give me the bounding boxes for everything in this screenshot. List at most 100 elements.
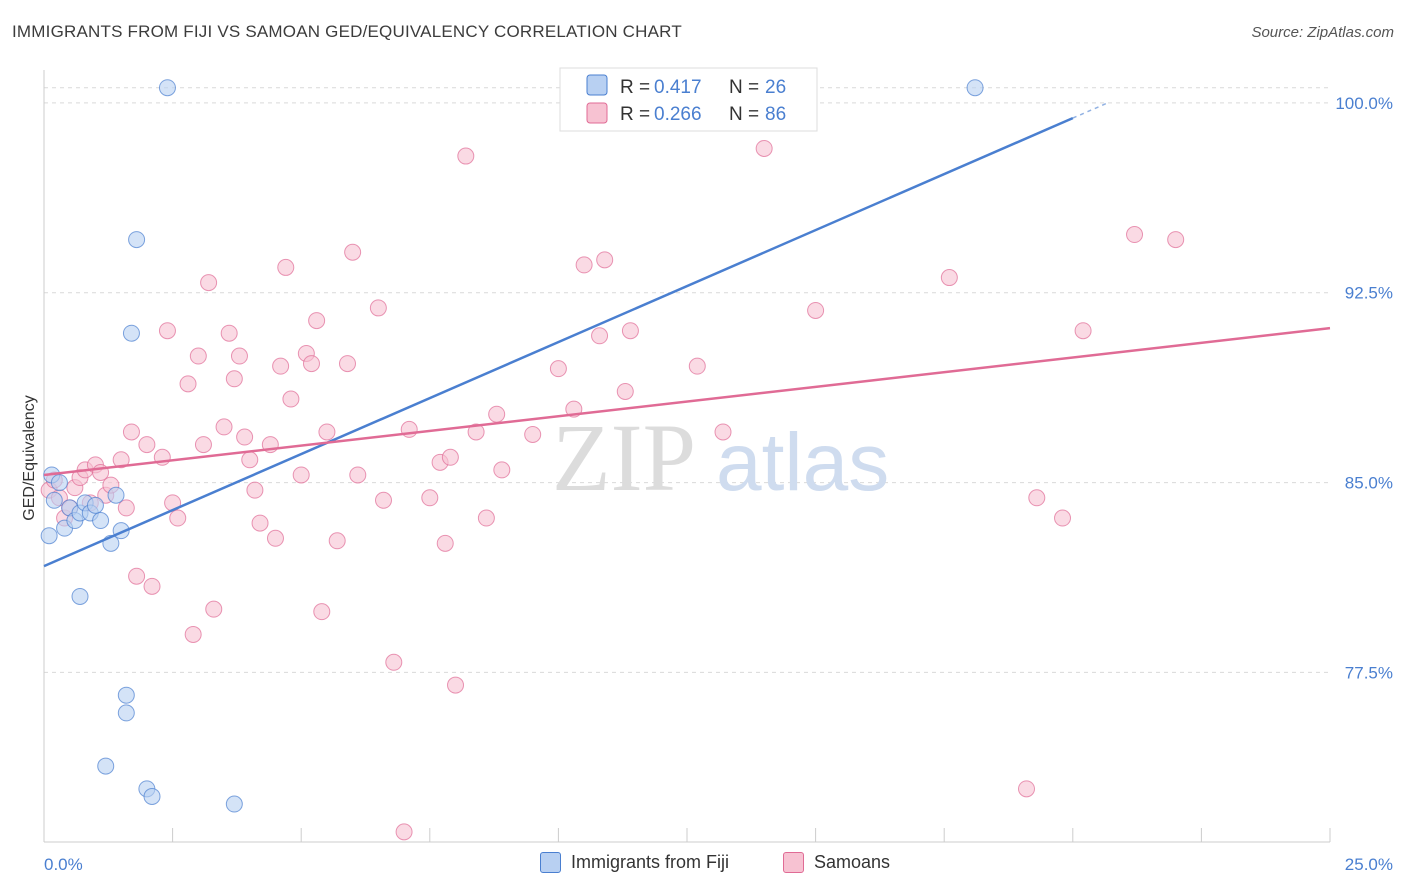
fiji-point-17 bbox=[117, 686, 135, 704]
samoan-point-51 bbox=[349, 466, 367, 484]
fiji-r-label: R = bbox=[620, 77, 650, 98]
samoan-point-17 bbox=[138, 436, 156, 454]
fiji-n-label: N = bbox=[729, 77, 759, 98]
samoan-point-46 bbox=[313, 603, 331, 621]
samoan-point-30 bbox=[220, 324, 238, 342]
fiji-point-24 bbox=[966, 79, 984, 97]
fiji-point-22 bbox=[225, 795, 243, 813]
stats-legend: R = 0.417 N = 26 R = 0.266 N = 86 bbox=[559, 67, 818, 132]
samoan-point-31 bbox=[225, 370, 243, 388]
fiji-point-25 bbox=[86, 496, 104, 514]
samoan-point-59 bbox=[436, 534, 454, 552]
samoan-point-49 bbox=[338, 355, 356, 373]
fiji-r-value: 0.417 bbox=[654, 77, 702, 98]
samoan-point-13 bbox=[112, 451, 130, 469]
legend-swatch-samoans bbox=[783, 852, 804, 873]
samoan-point-45 bbox=[308, 312, 326, 330]
samoan-point-41 bbox=[282, 390, 300, 408]
fiji-point-21 bbox=[143, 787, 161, 805]
fiji-point-18 bbox=[117, 704, 135, 722]
samoan-point-63 bbox=[467, 423, 485, 441]
samoan-point-54 bbox=[385, 653, 403, 671]
samoan-point-18 bbox=[143, 577, 161, 595]
fiji-point-0 bbox=[40, 527, 58, 545]
samoan-point-16 bbox=[128, 567, 146, 585]
trend-lines bbox=[43, 101, 1331, 568]
samoan-point-42 bbox=[292, 466, 310, 484]
chart-title: IMMIGRANTS FROM FIJI VS SAMOAN GED/EQUIV… bbox=[12, 22, 682, 41]
y-tick-label-2: 92.5% bbox=[1345, 284, 1393, 303]
samoan-point-70 bbox=[575, 256, 593, 274]
legend-label-samoans: Samoans bbox=[814, 852, 891, 872]
samoan-point-24 bbox=[184, 625, 202, 643]
samoan-point-61 bbox=[447, 676, 465, 694]
samoan-point-84 bbox=[1126, 226, 1144, 244]
samoan-point-28 bbox=[205, 600, 223, 618]
fiji-trend-extension bbox=[1072, 101, 1110, 119]
x-tick-label-1: 25.0% bbox=[1345, 855, 1393, 874]
fiji-swatch bbox=[586, 74, 608, 96]
samoan-r-label: R = bbox=[620, 104, 650, 125]
samoan-point-33 bbox=[236, 428, 254, 446]
samoan-point-44 bbox=[302, 355, 320, 373]
fiji-point-16 bbox=[122, 324, 140, 342]
samoan-point-25 bbox=[189, 347, 207, 365]
y-axis-title: GED/Equivalency bbox=[21, 395, 38, 520]
samoan-point-80 bbox=[1018, 780, 1036, 798]
samoan-point-74 bbox=[621, 322, 639, 340]
samoan-point-62 bbox=[457, 147, 475, 165]
legend-swatch-fiji bbox=[540, 852, 561, 873]
axes bbox=[43, 70, 1331, 843]
fiji-point-11 bbox=[107, 486, 125, 504]
samoan-point-32 bbox=[230, 347, 248, 365]
fiji-point-3 bbox=[50, 474, 68, 492]
y-tick-label-1: 85.0% bbox=[1345, 474, 1393, 493]
samoan-point-36 bbox=[251, 514, 269, 532]
samoan-point-73 bbox=[616, 382, 634, 400]
samoan-point-66 bbox=[488, 405, 506, 423]
legend-item-fiji[interactable]: Immigrants from Fiji bbox=[540, 852, 729, 873]
samoan-point-78 bbox=[807, 301, 825, 319]
samoan-point-72 bbox=[596, 251, 614, 269]
samoan-n-label: N = bbox=[729, 104, 759, 125]
samoan-point-52 bbox=[369, 299, 387, 317]
source-credit: Source: ZipAtlas.com bbox=[1251, 24, 1394, 41]
samoan-point-20 bbox=[158, 322, 176, 340]
fiji-point-10 bbox=[92, 512, 110, 530]
fiji-trend-line bbox=[43, 116, 1074, 568]
samoan-point-40 bbox=[277, 258, 295, 276]
samoan-point-14 bbox=[117, 499, 135, 517]
samoan-point-82 bbox=[1054, 509, 1072, 527]
samoan-point-67 bbox=[524, 425, 542, 443]
samoan-point-22 bbox=[169, 509, 187, 527]
samoan-point-83 bbox=[1074, 322, 1092, 340]
samoan-trend-line bbox=[43, 326, 1331, 477]
samoan-point-50 bbox=[344, 243, 362, 261]
samoan-point-60 bbox=[441, 448, 459, 466]
tick-labels: 0.0% 25.0% 77.5% 85.0% 92.5% 100.0% bbox=[44, 94, 1393, 874]
samoan-r-value: 0.266 bbox=[654, 104, 702, 125]
samoan-point-48 bbox=[328, 532, 346, 550]
samoan-point-64 bbox=[477, 509, 495, 527]
samoan-point-77 bbox=[755, 139, 773, 157]
samoan-point-85 bbox=[1167, 231, 1185, 249]
fiji-point-2 bbox=[45, 491, 63, 509]
samoan-point-39 bbox=[272, 357, 290, 375]
samoan-point-47 bbox=[318, 423, 336, 441]
watermark-zip: ZIP bbox=[552, 404, 696, 511]
samoan-point-81 bbox=[1028, 489, 1046, 507]
watermark-atlas: atlas bbox=[716, 417, 889, 508]
fiji-n-value: 26 bbox=[765, 77, 786, 98]
samoan-point-71 bbox=[591, 327, 609, 345]
x-tick-label-0: 0.0% bbox=[44, 855, 83, 874]
legend-item-samoans[interactable]: Samoans bbox=[783, 852, 890, 873]
samoan-point-15 bbox=[122, 423, 140, 441]
fiji-point-15 bbox=[128, 231, 146, 249]
watermark: ZIP atlas bbox=[552, 404, 889, 511]
samoan-point-29 bbox=[215, 418, 233, 436]
samoan-point-34 bbox=[241, 451, 259, 469]
samoan-point-35 bbox=[246, 481, 264, 499]
legend-label-fiji: Immigrants from Fiji bbox=[571, 852, 730, 872]
samoan-point-38 bbox=[266, 529, 284, 547]
